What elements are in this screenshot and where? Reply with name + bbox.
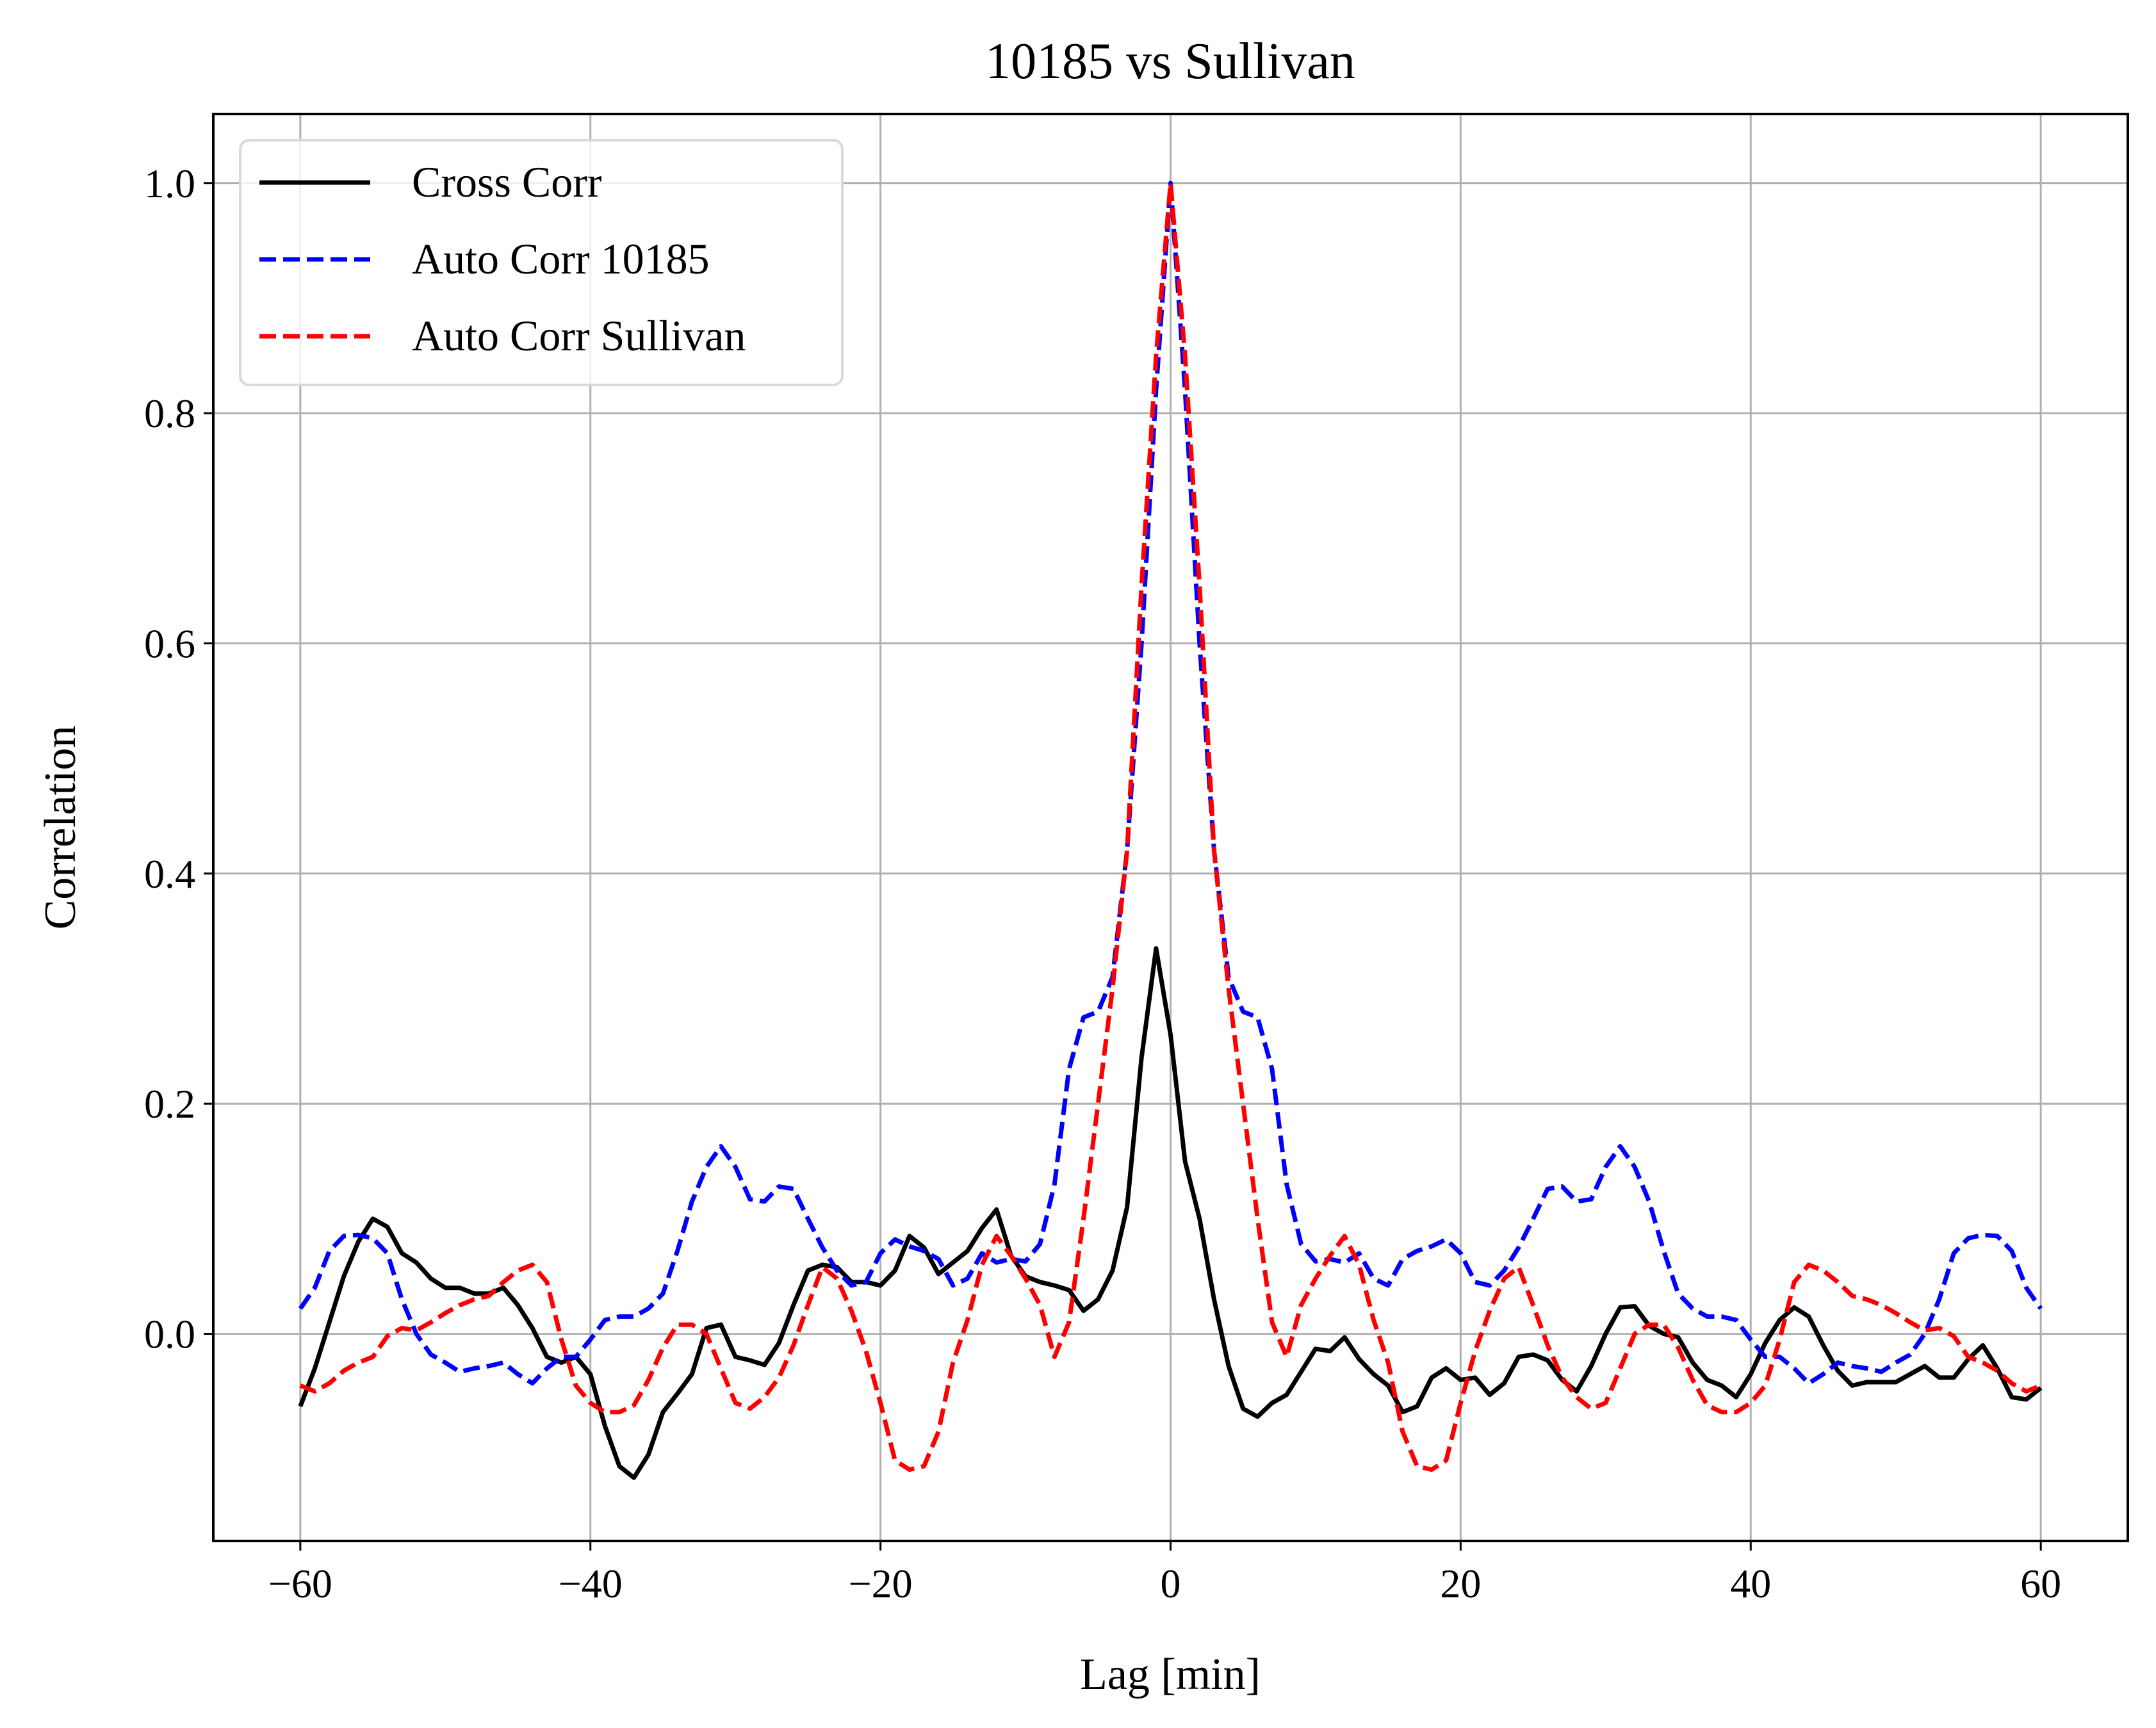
y-tick-label: 0.2 [144, 1081, 195, 1127]
series-line-1 [298, 181, 2043, 1386]
x-tick-label: 0 [1161, 1561, 1181, 1606]
legend-label: Auto Corr Sullivan [412, 311, 746, 360]
y-tick-label: 0.6 [144, 621, 195, 667]
series-line-0 [298, 946, 2043, 1480]
legend-entry: Cross Corr [259, 158, 602, 206]
x-tick-label: 40 [1730, 1561, 1771, 1606]
legend-entry: Auto Corr 10185 [259, 234, 710, 283]
y-tick-label: 1.0 [144, 161, 195, 206]
x-tick-label: −60 [268, 1561, 332, 1606]
x-tick-label: 60 [2020, 1561, 2061, 1606]
x-axis-label: Lag [min] [1080, 1650, 1261, 1699]
y-tick-label: 0.4 [144, 851, 195, 897]
chart-title: 10185 vs Sullivan [985, 33, 1355, 90]
series-lines [298, 181, 2043, 1480]
x-tick-label: −20 [849, 1561, 913, 1606]
grid [213, 114, 2128, 1541]
y-tick-label: 0.8 [144, 391, 195, 436]
legend: Cross Corr Auto Corr 10185 Auto Corr Sul… [239, 139, 844, 386]
y-axis-label: Correlation [36, 726, 85, 930]
x-tick-label: −40 [559, 1561, 623, 1606]
y-tick-label: 0.0 [144, 1312, 195, 1357]
legend-label: Auto Corr 10185 [412, 234, 710, 283]
legend-entry: Auto Corr Sullivan [259, 311, 746, 360]
legend-box [239, 139, 844, 386]
axis-ticks: −60 −40 −20 0 20 40 60 0.0 0.2 0.4 0.6 0.8 1.0 [144, 161, 2061, 1606]
legend-label: Cross Corr [412, 158, 602, 206]
series-line-2 [299, 181, 2042, 1472]
x-tick-label: 20 [1440, 1561, 1481, 1606]
